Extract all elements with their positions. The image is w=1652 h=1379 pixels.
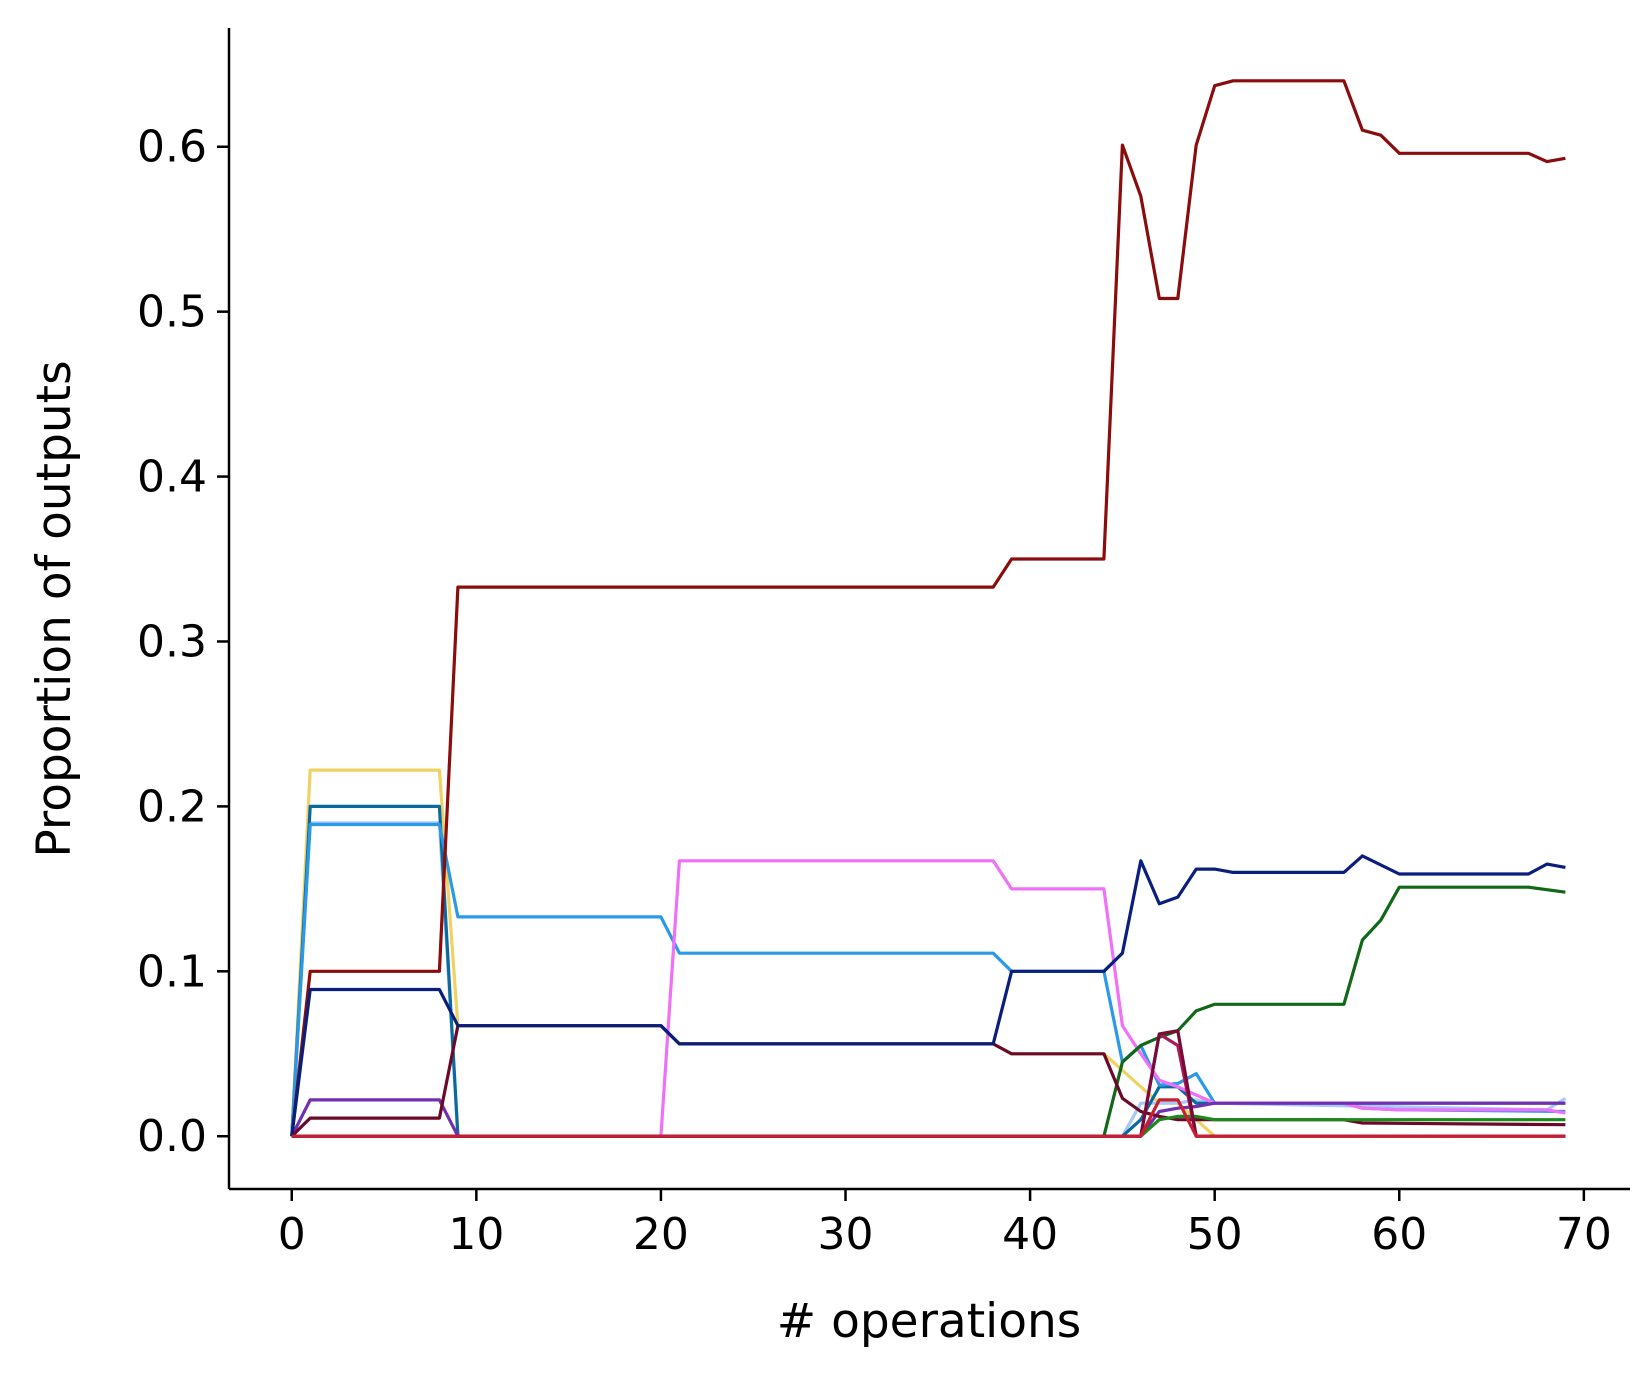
y-tick-label: 0.3 <box>137 616 207 667</box>
y-tick-label: 0.5 <box>137 287 207 338</box>
x-tick-label: 70 <box>1556 1209 1612 1260</box>
series-line-12 <box>290 854 1566 1137</box>
series-line-10 <box>291 1114 1566 1138</box>
x-tick-label: 50 <box>1187 1209 1243 1260</box>
y-tick-label: 0.0 <box>137 1111 207 1162</box>
x-tick-label: 60 <box>1371 1209 1427 1260</box>
y-tick-label: 0.4 <box>137 452 207 503</box>
series-line-14 <box>291 1098 1566 1138</box>
y-tick-label: 0.2 <box>137 781 207 832</box>
x-tick-label: 40 <box>1002 1209 1058 1260</box>
x-tick-label: 30 <box>818 1209 874 1260</box>
series-line-3 <box>290 804 1566 1138</box>
x-ticks: 0 10 20 30 40 50 60 70 <box>278 1189 1612 1260</box>
series-layer <box>290 79 1567 1138</box>
y-ticks: 0.0 0.1 0.2 0.3 0.4 0.5 0.6 <box>137 122 229 1162</box>
x-axis-label: # operations <box>777 1294 1081 1349</box>
y-tick-label: 0.6 <box>137 122 207 173</box>
x-tick-label: 0 <box>278 1209 306 1260</box>
y-tick-label: 0.1 <box>137 946 207 997</box>
series-line-7 <box>291 885 1566 1138</box>
series-line-5 <box>291 859 1566 1138</box>
x-tick-label: 10 <box>448 1209 504 1260</box>
x-tick-label: 20 <box>633 1209 689 1260</box>
series-line-4 <box>290 822 1566 1137</box>
series-line-6 <box>290 1098 1566 1138</box>
y-axis-label: Proportion of outputs <box>27 360 82 857</box>
series-line-8 <box>290 79 1566 1137</box>
series-line-2 <box>290 821 1567 1138</box>
